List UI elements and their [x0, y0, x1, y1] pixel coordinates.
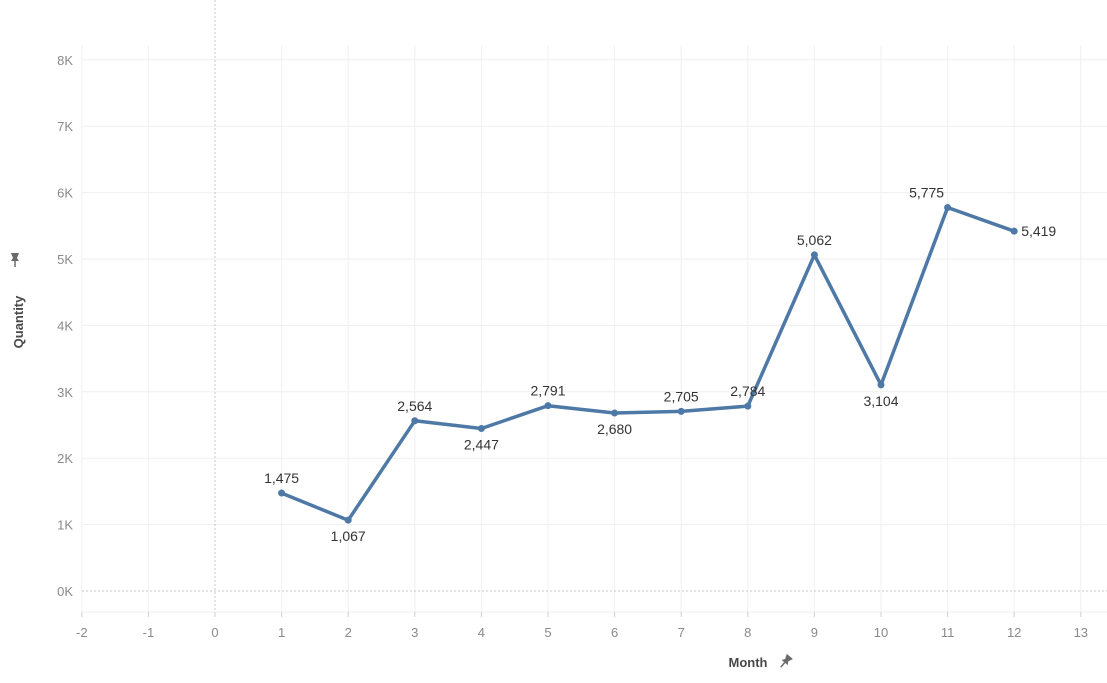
pin-icon[interactable]	[11, 253, 19, 267]
pin-icon[interactable]	[778, 653, 793, 670]
data-points	[278, 204, 1018, 524]
data-label: 3,104	[863, 393, 898, 409]
x-tick-label: 12	[1007, 625, 1021, 640]
data-label: 2,564	[397, 398, 432, 414]
y-tick-label: 7K	[57, 119, 73, 134]
series-line	[279, 205, 1016, 522]
data-point[interactable]	[1010, 227, 1018, 235]
x-tick-label: 6	[611, 625, 618, 640]
y-tick-label: 8K	[57, 53, 73, 68]
data-label: 5,062	[797, 232, 832, 248]
x-tick-label: 1	[278, 625, 285, 640]
y-tick-label: 6K	[57, 186, 73, 201]
data-point[interactable]	[344, 516, 352, 524]
data-label: 1,475	[264, 470, 299, 486]
data-label: 2,705	[664, 388, 699, 404]
y-axis-title-group[interactable]: Quantity	[11, 253, 26, 348]
x-tick-label: 0	[211, 625, 218, 640]
x-tick-label: 11	[941, 625, 955, 640]
x-tick-label: 4	[478, 625, 485, 640]
data-label: 2,680	[597, 421, 632, 437]
data-point[interactable]	[278, 489, 286, 497]
data-point[interactable]	[877, 381, 885, 389]
zero-reference-lines	[82, 0, 1107, 612]
x-tick-label: 8	[744, 625, 751, 640]
x-tick-label: 7	[678, 625, 685, 640]
y-tick-label: 3K	[57, 385, 73, 400]
data-point[interactable]	[744, 402, 752, 410]
y-tick-label: 4K	[57, 318, 73, 333]
x-axis-title-group[interactable]: Month	[729, 653, 793, 670]
data-point[interactable]	[677, 407, 685, 415]
y-axis-ticks: 0K 1K 2K 3K 4K 5K 6K 7K 8K	[57, 53, 73, 599]
x-tick-label: 3	[411, 625, 418, 640]
x-tick-label: -2	[76, 625, 88, 640]
x-tick-label: 2	[345, 625, 352, 640]
data-label: 2,784	[730, 383, 765, 399]
y-axis-title: Quantity	[11, 295, 26, 348]
grid-lines	[81, 45, 1107, 613]
data-point[interactable]	[544, 402, 552, 410]
data-label: 2,447	[464, 437, 499, 453]
y-tick-label: 0K	[57, 584, 73, 599]
data-point[interactable]	[411, 417, 419, 425]
x-tick-label: 10	[874, 625, 888, 640]
data-label: 5,775	[909, 185, 944, 201]
x-tick-label: 13	[1074, 625, 1088, 640]
data-labels: 1,475 1,067 2,564 2,447 2,791 2,680 2,705 2,784…	[264, 185, 1056, 545]
data-point[interactable]	[810, 251, 818, 259]
data-label: 1,067	[331, 528, 366, 544]
x-tick-label: 5	[544, 625, 551, 640]
x-axis-title: Month	[729, 655, 768, 670]
data-point[interactable]	[611, 409, 619, 417]
x-tick-label: 9	[811, 625, 818, 640]
y-tick-label: 2K	[57, 451, 73, 466]
y-tick-label: 1K	[57, 518, 73, 533]
x-axis-ticks: -2 -1 0 1 2 3 4 5 6 7 8 9 10 11 12 13	[76, 612, 1088, 640]
data-label: 5,419	[1021, 223, 1056, 239]
y-tick-label: 5K	[57, 252, 73, 267]
data-label: 2,791	[530, 383, 565, 399]
x-tick-label: -1	[143, 625, 155, 640]
data-point[interactable]	[944, 204, 952, 212]
data-point[interactable]	[477, 425, 485, 433]
